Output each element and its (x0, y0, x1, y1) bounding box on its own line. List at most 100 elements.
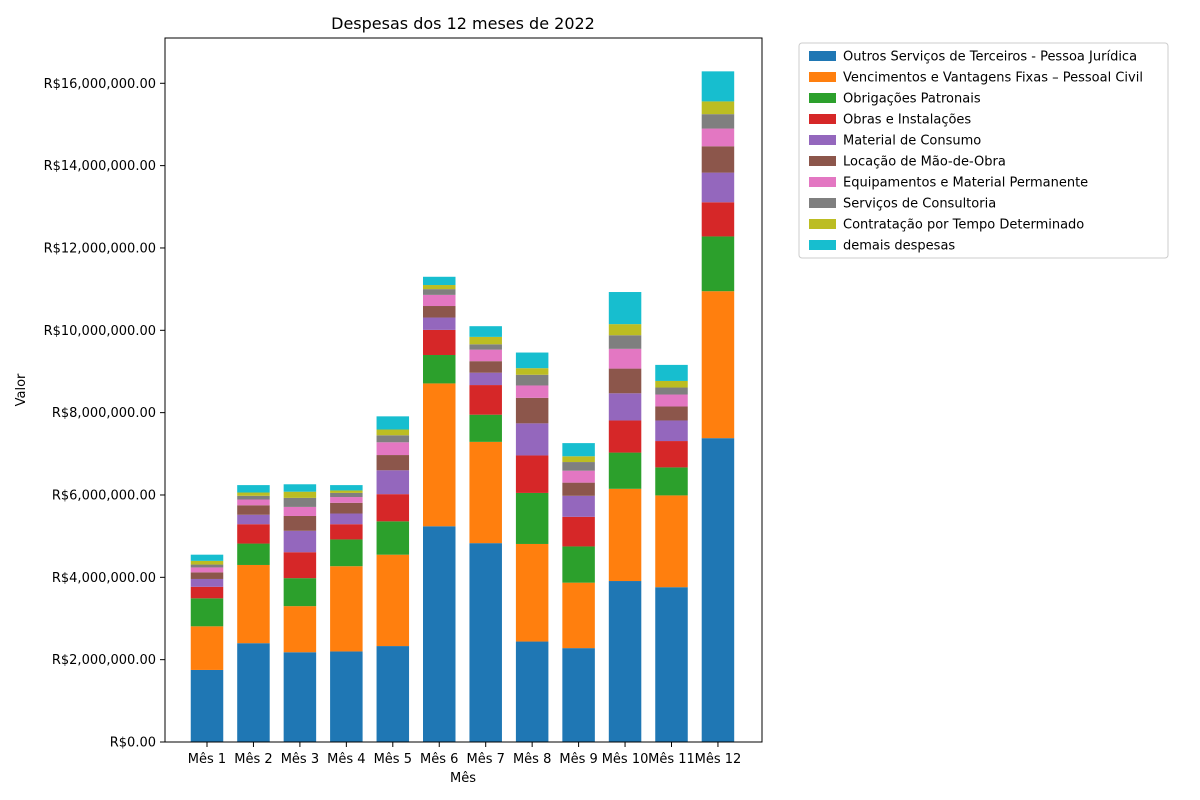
bar-segment (190, 598, 224, 627)
bar-segment (237, 485, 270, 493)
legend-swatch (809, 177, 836, 187)
legend-label: Locação de Mão-de-Obra (843, 155, 1006, 170)
bar-segment (283, 552, 317, 579)
bar-segment (283, 578, 317, 607)
bar-segment (562, 516, 595, 547)
bar-segment (423, 294, 456, 307)
bar-segment (283, 491, 317, 498)
bar-segment (190, 567, 224, 573)
bar-segment (701, 71, 735, 102)
bar-segment (423, 383, 456, 527)
bar-segment (608, 488, 642, 582)
y-tick-label: R$0.00 (110, 736, 156, 751)
bar-segment (515, 352, 549, 369)
bar-segment (469, 349, 502, 362)
x-tick-label: Mês 10 (602, 752, 649, 767)
bar-segment (330, 490, 363, 493)
bar-segment (515, 641, 549, 742)
bar-segment (701, 202, 735, 237)
bar-segment (376, 494, 410, 522)
bar-segment (237, 543, 270, 565)
bar-segment (376, 435, 410, 443)
bar-segment (376, 554, 410, 647)
bar-segment (608, 420, 642, 453)
bar-segment (608, 452, 642, 489)
bar-segment (283, 515, 317, 531)
y-tick-label: R$4,000,000.00 (52, 571, 156, 586)
bar-segment (376, 521, 410, 555)
bar-segment (283, 606, 317, 653)
bar-segment (423, 289, 456, 295)
bar-segment (190, 554, 224, 561)
bar-segment (655, 587, 688, 742)
bar-segment (237, 492, 270, 496)
legend-label: Obras e Instalações (843, 113, 971, 128)
y-tick-label: R$10,000,000.00 (44, 324, 156, 339)
bar-segment (701, 114, 735, 129)
legend-swatch (809, 156, 836, 166)
bar-segment (701, 236, 735, 292)
bar-segment (701, 438, 735, 742)
bar-segment (701, 101, 735, 115)
bar-segment (376, 442, 410, 456)
legend-label: Material de Consumo (843, 134, 981, 149)
plot-frame (164, 37, 763, 743)
legend-swatch (809, 240, 836, 250)
bar-segment (655, 406, 688, 421)
x-tick-label: Mês 9 (559, 752, 597, 767)
legend-swatch (809, 135, 836, 145)
bar-segment (423, 285, 456, 290)
bar-segment (701, 128, 735, 147)
legend-swatch (809, 114, 836, 124)
bar-segment (515, 397, 549, 424)
bar-segment (608, 581, 642, 742)
bar-segment (237, 495, 270, 500)
bar-segment (655, 467, 688, 496)
bar-segment (469, 414, 502, 442)
bar-segment (469, 385, 502, 415)
bar-segment (330, 651, 363, 742)
bar-segment (190, 572, 224, 579)
y-tick-label: R$8,000,000.00 (52, 406, 156, 421)
bars-group (190, 71, 735, 742)
bar-segment (562, 470, 595, 483)
bar-segment (701, 291, 735, 439)
bar-segment (190, 560, 224, 565)
bar-segment (655, 495, 688, 588)
x-tick-label: Mês 5 (374, 752, 412, 767)
bar-segment (190, 564, 224, 568)
x-tick-label: Mês 7 (467, 752, 505, 767)
bar-segment (608, 292, 642, 325)
chart-title: Despesas dos 12 meses de 2022 (331, 14, 595, 33)
bar-segment (237, 499, 270, 506)
bar-segment (330, 513, 363, 525)
bar-segment (423, 306, 456, 318)
y-tick-label: R$2,000,000.00 (52, 653, 156, 668)
bar-segment (608, 324, 642, 336)
bar-segment (190, 626, 224, 670)
x-tick-label: Mês 11 (648, 752, 695, 767)
x-tick-label: Mês 3 (281, 752, 319, 767)
x-axis-title: Mês (450, 771, 476, 786)
bar-segment (330, 485, 363, 491)
bar-segment (376, 646, 410, 742)
bar-segment (515, 385, 549, 398)
bar-segment (562, 546, 595, 583)
bar-segment (190, 586, 224, 599)
bar-segment (515, 368, 549, 375)
bar-segment (330, 524, 363, 540)
x-tick-label: Mês 1 (188, 752, 226, 767)
bar-segment (701, 172, 735, 203)
y-tick-label: R$12,000,000.00 (44, 241, 156, 256)
bar-segment (423, 526, 456, 742)
bar-segment (701, 146, 735, 173)
bar-segment (655, 394, 688, 407)
bar-segment (562, 456, 595, 463)
x-tick-label: Mês 8 (513, 752, 551, 767)
bar-segment (608, 335, 642, 349)
bar-segment (608, 393, 642, 421)
bar-segment (423, 317, 456, 330)
bar-segment (376, 470, 410, 495)
legend-label: Obrigações Patronais (843, 92, 981, 107)
